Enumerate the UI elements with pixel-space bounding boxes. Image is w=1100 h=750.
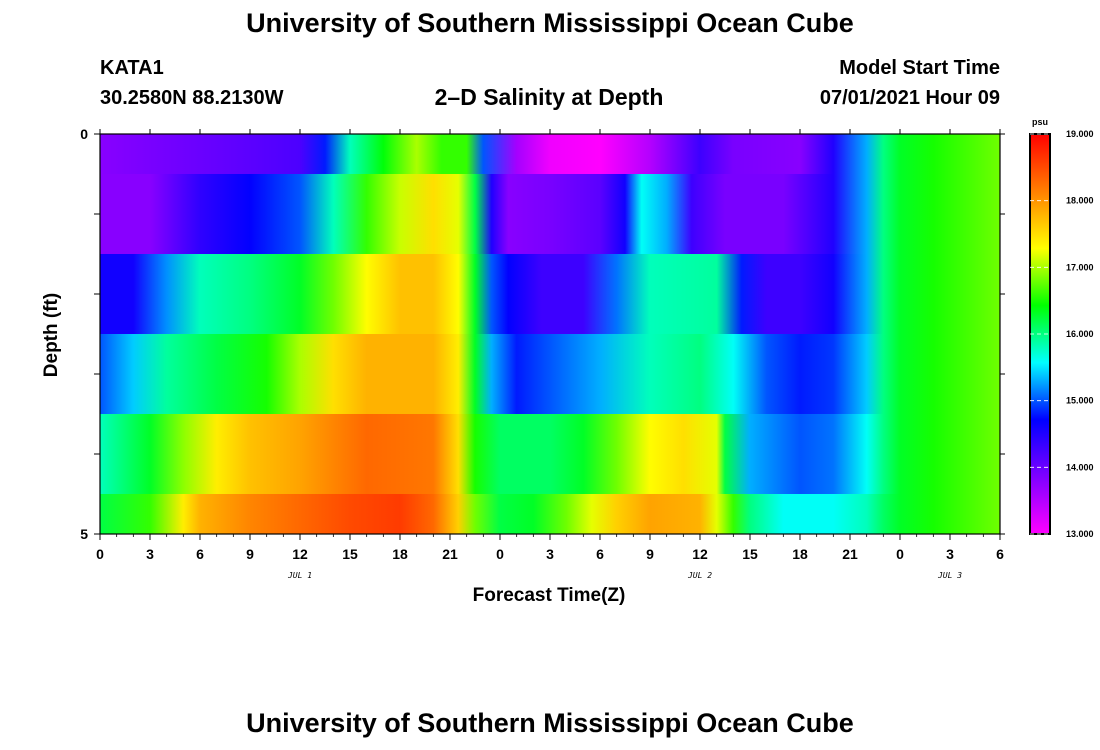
station-id: KATA1 (100, 57, 164, 79)
salinity-band-depth-4_5 (100, 414, 1000, 495)
top-title: University of Southern Mississippi Ocean… (246, 8, 854, 38)
station-coordinates: 30.2580N 88.2130W (100, 87, 284, 109)
salinity-band-depth-0_5 (100, 134, 1000, 175)
y-axis: 05 (80, 126, 1005, 542)
x-tick-label: 3 (546, 546, 554, 562)
date-label: JUL 3 (937, 571, 962, 580)
x-tick-label: 3 (146, 546, 154, 562)
y-tick-label: 5 (80, 526, 88, 542)
x-tick-label: 21 (842, 546, 858, 562)
x-tick-label: 0 (96, 546, 104, 562)
x-tick-label: 15 (742, 546, 758, 562)
x-tick-label: 21 (442, 546, 458, 562)
colorbar-tick-label: 19.000 (1066, 129, 1094, 139)
colorbar-tick-label: 15.000 (1066, 396, 1094, 406)
y-tick-label: 0 (80, 126, 88, 142)
x-tick-label: 6 (196, 546, 204, 562)
colorbar-tick-label: 16.000 (1066, 329, 1094, 339)
x-tick-label: 0 (496, 546, 504, 562)
colorbar-tick-label: 14.000 (1066, 462, 1094, 472)
x-tick-label: 6 (996, 546, 1004, 562)
date-label: JUL 2 (687, 571, 712, 580)
bottom-title: University of Southern Mississippi Ocean… (246, 708, 854, 738)
date-label: JUL 1 (287, 571, 312, 580)
plot-title: 2–D Salinity at Depth (434, 84, 664, 110)
x-tick-label: 9 (246, 546, 254, 562)
colorbar-unit: psu (1032, 117, 1048, 127)
x-tick-label: 3 (946, 546, 954, 562)
x-tick-label: 12 (292, 546, 308, 562)
x-tick-label: 18 (392, 546, 408, 562)
salinity-band-depth-5 (100, 494, 1000, 535)
x-tick-label: 18 (792, 546, 808, 562)
x-tick-label: 15 (342, 546, 358, 562)
x-tick-label: 9 (646, 546, 654, 562)
salinity-band-depth-3_5 (100, 334, 1000, 415)
model-start-label: Model Start Time (839, 57, 1000, 79)
x-tick-label: 0 (896, 546, 904, 562)
colorbar-tick-label: 17.000 (1066, 262, 1094, 272)
x-tick-label: 6 (596, 546, 604, 562)
heatmap-layers (100, 134, 1000, 535)
x-axis-title: Forecast Time(Z) (472, 585, 626, 606)
x-tick-label: 12 (692, 546, 708, 562)
model-start-value: 07/01/2021 Hour 09 (819, 87, 1000, 109)
colorbar: psu 13.000 14.000 15.000 16.000 17.000 18.000 1… (1029, 117, 1094, 539)
colorbar-tick-label: 13.000 (1066, 529, 1094, 539)
salinity-band-depth-1_5 (100, 174, 1000, 255)
salinity-band-depth-2_5 (100, 254, 1000, 335)
colorbar-tick-label: 18.000 (1066, 196, 1094, 206)
x-axis: 0 3 6 9 12 15 18 21 0 3 6 9 12 15 18 21 0 3 6 JUL 1 JUL 2 JUL… (96, 129, 1004, 580)
